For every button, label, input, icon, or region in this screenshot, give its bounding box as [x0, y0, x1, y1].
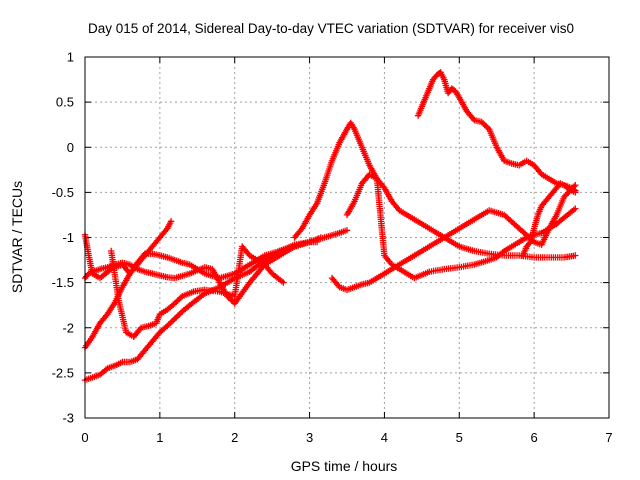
plot-frame: [84, 56, 610, 419]
x-tick-label: 7: [605, 430, 612, 445]
series-track-f: [291, 119, 579, 261]
series-track-i: [414, 69, 579, 194]
series-markers: [343, 171, 579, 282]
series-markers: [108, 243, 287, 340]
series-markers: [328, 182, 579, 293]
x-tick-label: 2: [231, 430, 238, 445]
series-markers: [519, 180, 579, 259]
x-tick-label: 5: [456, 430, 463, 445]
series-markers: [414, 69, 579, 194]
series-track-j: [519, 180, 579, 259]
y-tick-label: -2.5: [52, 365, 74, 380]
y-tick-label: 0: [67, 140, 74, 155]
x-tick-label: 1: [156, 430, 163, 445]
x-tick-label: 3: [306, 430, 313, 445]
y-tick-label: -3: [62, 411, 74, 426]
y-tick-label: 0.5: [56, 95, 74, 110]
y-tick-label: -0.5: [52, 185, 74, 200]
series-track-g: [328, 182, 579, 293]
series-markers: [291, 119, 579, 261]
series-track-d: [108, 243, 287, 340]
series-track-h: [343, 171, 579, 282]
chart-title: Day 015 of 2014, Sidereal Day-to-day VTE…: [88, 21, 574, 36]
x-tick-label: 0: [81, 430, 88, 445]
y-tick-label: -2: [62, 320, 74, 335]
x-tick-label: 6: [531, 430, 538, 445]
y-tick-label: -1: [62, 230, 74, 245]
x-tick-label: 4: [381, 430, 388, 445]
y-tick-label: -1.5: [52, 275, 74, 290]
x-axis-label: GPS time / hours: [291, 458, 398, 474]
y-axis-label: SDTVAR / TECUs: [9, 181, 25, 293]
series-layer: [81, 69, 579, 384]
y-tick-label: 1: [67, 50, 74, 65]
